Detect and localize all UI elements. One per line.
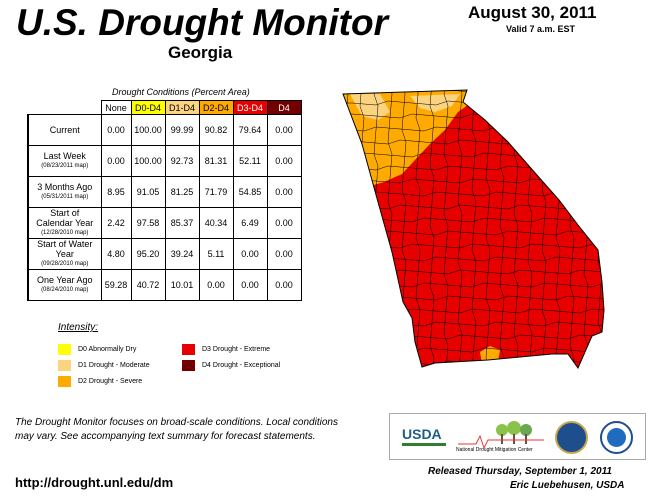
table-cell: 81.25 xyxy=(164,176,200,208)
table-cell: 54.85 xyxy=(232,176,268,208)
row-label-date: (12/28/2010 map) xyxy=(41,230,89,236)
col-header-d0-d4: D0-D4 xyxy=(130,100,166,115)
table-cell: 0.00 xyxy=(266,176,302,208)
table-cell: 6.49 xyxy=(232,207,268,239)
table-cell: 81.31 xyxy=(198,145,234,177)
table-cell: 0.00 xyxy=(232,238,268,270)
row-label: 3 Months Ago (05/31/2011 map) xyxy=(27,176,102,208)
table-cell: 79.64 xyxy=(232,114,268,146)
legend-item-d3: D3 Drought - Extreme xyxy=(182,344,270,355)
ndmc-logo xyxy=(458,421,544,450)
col-header-d3-d4: D3-D4 xyxy=(232,100,268,115)
table-cell: 39.24 xyxy=(164,238,200,270)
col-header-d4: D4 xyxy=(266,100,302,115)
table-cell: 5.11 xyxy=(198,238,234,270)
row-label-date: (08/23/2011 map) xyxy=(41,163,89,169)
col-header-none: None xyxy=(100,100,132,115)
row-label-text: Start of Calendar Year xyxy=(36,208,94,228)
table-cell: 8.95 xyxy=(100,176,132,208)
row-label-date: (08/24/2010 map) xyxy=(41,287,89,293)
usda-logo: USDA xyxy=(402,426,442,442)
table-cell: 0.00 xyxy=(266,145,302,177)
table-cell: 91.05 xyxy=(130,176,166,208)
row-label: One Year Ago (08/24/2010 map) xyxy=(27,269,102,301)
legend-item-d2: D2 Drought - Severe xyxy=(58,376,142,387)
legend-swatch xyxy=(58,344,71,355)
row-label-text: Last Week xyxy=(43,151,86,161)
table-row: 3 Months Ago (05/31/2011 map) 8.95 91.05 81.… xyxy=(27,176,302,208)
row-label: Start of Water Year (09/28/2010 map) xyxy=(27,238,102,270)
table-cell: 0.00 xyxy=(232,269,268,301)
table-cell: 40.34 xyxy=(198,207,234,239)
row-label: Last Week (08/23/2011 map) xyxy=(27,145,102,177)
legend-swatch xyxy=(58,376,71,387)
commerce-seal-icon xyxy=(555,421,588,454)
row-label: Current xyxy=(27,114,102,146)
author: Eric Luebehusen, USDA xyxy=(510,480,625,491)
table-cell: 0.00 xyxy=(266,207,302,239)
row-label-date: (09/28/2010 map) xyxy=(41,261,89,267)
row-label-text: Start of Water Year xyxy=(37,239,93,259)
drought-conditions-table: None D0-D4 D1-D4 D2-D4 D3-D4 D4 Current 0… xyxy=(27,100,302,301)
table-cell: 97.58 xyxy=(130,207,166,239)
legend-swatch xyxy=(182,344,195,355)
disclaimer-note: The Drought Monitor focuses on broad-sca… xyxy=(15,417,338,442)
table-cell: 100.00 xyxy=(130,114,166,146)
map-moderate-region-northeast xyxy=(410,94,460,112)
table-row: Last Week (08/23/2011 map) 0.00 100.00 92.73… xyxy=(27,145,302,177)
legend-item-d1: D1 Drought - Moderate xyxy=(58,360,150,371)
valid-time: Valid 7 a.m. EST xyxy=(506,24,576,34)
website-link[interactable]: http://drought.unl.edu/dm xyxy=(15,475,174,490)
table-cell: 100.00 xyxy=(130,145,166,177)
ndmc-logo-text: National Drought Mitigation Center xyxy=(456,447,533,453)
state-name: Georgia xyxy=(168,43,233,62)
table-cell: 0.00 xyxy=(266,269,302,301)
table-cell: 0.00 xyxy=(266,114,302,146)
table-cell: 0.00 xyxy=(198,269,234,301)
legend-title: Intensity: xyxy=(58,322,99,333)
table-cell: 71.79 xyxy=(198,176,234,208)
georgia-drought-map xyxy=(342,89,605,370)
map-moderate-region-north xyxy=(350,94,390,120)
table-cell: 92.73 xyxy=(164,145,200,177)
release-date: Released Thursday, September 1, 2011 xyxy=(428,466,612,477)
table-cell: 99.99 xyxy=(164,114,200,146)
row-label-text: Current xyxy=(49,125,80,135)
table-cell: 2.42 xyxy=(100,207,132,239)
row-label-text: One Year Ago xyxy=(36,275,93,285)
table-caption: Drought Conditions (Percent Area) xyxy=(112,87,250,97)
table-cell: 52.11 xyxy=(232,145,268,177)
row-label-date: (05/31/2011 map) xyxy=(41,194,89,200)
row-label: Start of Calendar Year (12/28/2010 map) xyxy=(27,207,102,239)
table-row: Start of Calendar Year (12/28/2010 map) 2.… xyxy=(27,207,302,239)
table-cell: 4.80 xyxy=(100,238,132,270)
table-cell: 0.00 xyxy=(266,238,302,270)
table-cell: 85.37 xyxy=(164,207,200,239)
table-cell: 0.00 xyxy=(100,145,132,177)
legend-swatch xyxy=(58,360,71,371)
table-row: One Year Ago (08/24/2010 map) 59.28 40.72 10… xyxy=(27,269,302,301)
legend-item-d4: D4 Drought - Exceptional xyxy=(182,360,280,371)
table-row: Current 0.00 100.00 99.99 90.82 79.64 0.00 xyxy=(27,114,302,146)
page-title: U.S. Drought Monitor xyxy=(16,2,388,43)
row-label-text: 3 Months Ago xyxy=(37,182,93,192)
table-cell: 10.01 xyxy=(164,269,200,301)
col-header-d1-d4: D1-D4 xyxy=(164,100,200,115)
table-row: Start of Water Year (09/28/2010 map) 4.80 9… xyxy=(27,238,302,270)
logo-panel: USDA National Drought Mitigation Center xyxy=(389,413,646,460)
legend-item-d0: D0 Abnormally Dry xyxy=(58,344,136,355)
col-header-d2-d4: D2-D4 xyxy=(198,100,234,115)
table-cell: 59.28 xyxy=(100,269,132,301)
map-date: August 30, 2011 xyxy=(468,3,597,22)
table-cell: 0.00 xyxy=(100,114,132,146)
noaa-seal-icon xyxy=(600,421,633,454)
usda-logo-bar xyxy=(402,443,446,446)
table-cell: 95.20 xyxy=(130,238,166,270)
state-outline xyxy=(342,89,605,370)
table-cell: 90.82 xyxy=(198,114,234,146)
legend-swatch xyxy=(182,360,195,371)
table-cell: 40.72 xyxy=(130,269,166,301)
